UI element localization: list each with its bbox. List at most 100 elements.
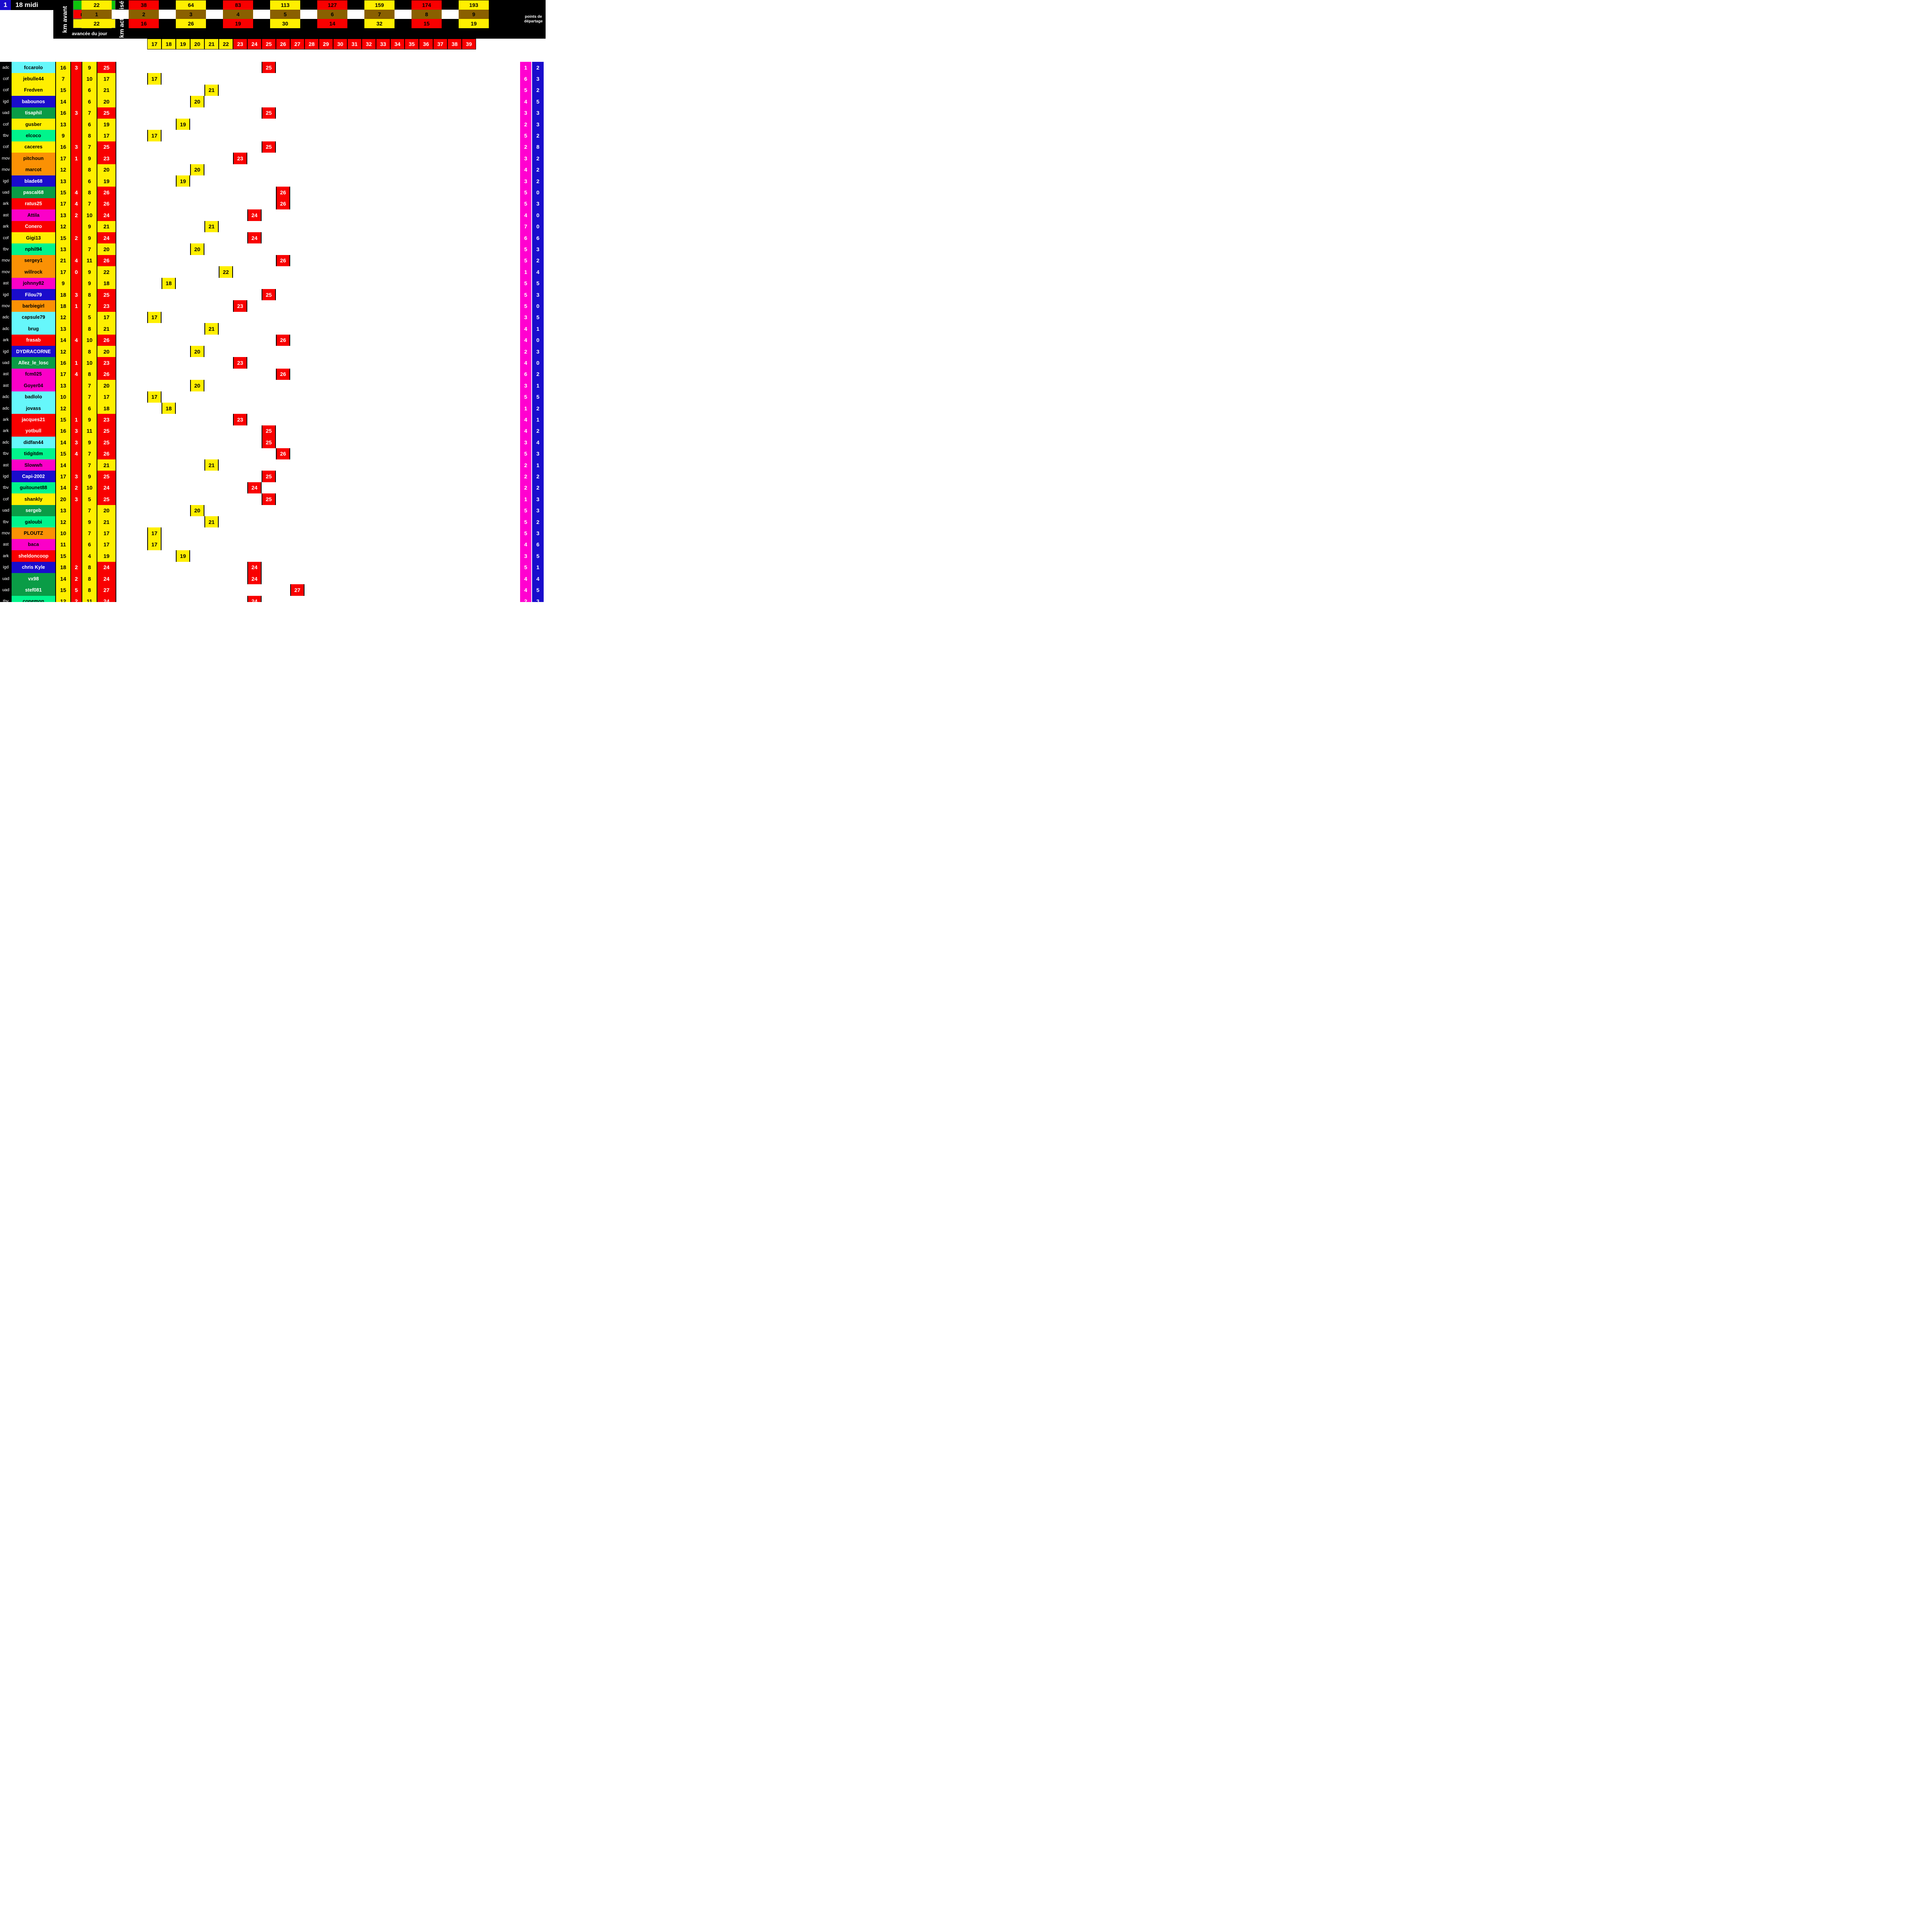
position-marker-DYDRACORNE[interactable]: 20 (190, 346, 204, 357)
position-marker-PLOUTZ[interactable]: 17 (147, 527, 162, 539)
table-row[interactable]: tbv copemon 12 2 11 24 24 2 3 (0, 595, 546, 602)
table-row[interactable]: cof shankly 20 3 5 25 25 1 3 (0, 493, 546, 505)
rider-name-cell[interactable]: yotbull (12, 425, 55, 437)
position-marker-badlolo[interactable]: 17 (147, 391, 162, 403)
rider-name-cell[interactable]: galoubi (12, 516, 55, 528)
scale-cell-17[interactable]: 17 (147, 39, 162, 49)
scale-cell-31[interactable]: 31 (347, 39, 362, 49)
position-marker-ratus25[interactable]: 26 (276, 198, 290, 210)
table-row[interactable]: igd Filou79 18 3 8 25 25 5 3 (0, 289, 546, 301)
rider-name-cell[interactable]: stef081 (12, 584, 55, 596)
rider-name-cell[interactable]: tidgitdm (12, 448, 55, 459)
rider-name-cell[interactable]: copemon (12, 595, 55, 602)
rider-name-cell[interactable]: Goyer04 (12, 380, 55, 391)
position-marker-jovass[interactable]: 18 (162, 403, 176, 414)
rider-name-cell[interactable]: Conero (12, 221, 55, 232)
scale-cell-30[interactable]: 30 (333, 39, 347, 49)
table-row[interactable]: uad tisaphil 16 3 7 25 25 3 3 (0, 107, 546, 119)
position-marker-fccarolo[interactable]: 25 (262, 62, 276, 73)
position-marker-yotbull[interactable]: 25 (262, 425, 276, 437)
scale-cell-29[interactable]: 29 (319, 39, 333, 49)
scale-cell-20[interactable]: 20 (190, 39, 204, 49)
position-marker-sergey1[interactable]: 26 (276, 255, 290, 267)
scale-cell-28[interactable]: 28 (304, 39, 319, 49)
rider-name-cell[interactable]: chris Kyle (12, 561, 55, 573)
rider-name-cell[interactable]: willrock (12, 266, 55, 278)
position-marker-tisaphil[interactable]: 25 (262, 107, 276, 119)
rider-name-cell[interactable]: guitounet88 (12, 482, 55, 494)
table-row[interactable]: cof Gigi13 15 2 9 24 24 6 6 (0, 232, 546, 244)
position-marker-marcot[interactable]: 20 (190, 164, 204, 175)
position-marker-elcoco[interactable]: 17 (147, 130, 162, 141)
rider-name-cell[interactable]: babounos (12, 96, 55, 107)
position-marker-Filou79[interactable]: 25 (262, 289, 276, 301)
rider-name-cell[interactable]: nphil94 (12, 243, 55, 255)
table-row[interactable]: ark frasab 14 4 10 26 26 4 0 (0, 334, 546, 346)
table-row[interactable]: adc fccarolo 16 3 9 25 25 1 2 (0, 62, 546, 73)
rider-name-cell[interactable]: elcoco (12, 130, 55, 141)
rider-name-cell[interactable]: johnny82 (12, 277, 55, 289)
position-marker-capsule79[interactable]: 17 (147, 311, 162, 323)
rider-name-cell[interactable]: sergeb (12, 505, 55, 516)
position-marker-jacques21[interactable]: 23 (233, 414, 247, 425)
position-marker-Fredven[interactable]: 21 (204, 84, 219, 96)
rider-name-cell[interactable]: ratus25 (12, 198, 55, 210)
position-marker-chris Kyle[interactable]: 24 (247, 561, 262, 573)
rider-name-cell[interactable]: pascal68 (12, 187, 55, 198)
position-marker-caceres[interactable]: 25 (262, 141, 276, 153)
rider-name-cell[interactable]: jacques21 (12, 414, 55, 425)
table-row[interactable]: uad vx98 14 2 8 24 24 4 4 (0, 573, 546, 585)
table-row[interactable]: ast Goyer04 13 7 20 20 3 1 (0, 380, 546, 391)
position-marker-johnny82[interactable]: 18 (162, 277, 176, 289)
position-marker-brug[interactable]: 21 (204, 323, 219, 335)
table-row[interactable]: ark sheldoncoop 15 4 19 19 3 5 (0, 550, 546, 562)
rider-name-cell[interactable]: marcot (12, 164, 55, 175)
table-row[interactable]: uad sergeb 13 7 20 20 5 3 (0, 505, 546, 516)
rider-name-cell[interactable]: tisaphil (12, 107, 55, 119)
position-marker-Capi-2002[interactable]: 25 (262, 471, 276, 482)
position-marker-pascal68[interactable]: 26 (276, 187, 290, 198)
rider-name-cell[interactable]: brug (12, 323, 55, 335)
position-marker-vx98[interactable]: 24 (247, 573, 262, 585)
scale-cell-37[interactable]: 37 (433, 39, 447, 49)
scale-cell-19[interactable]: 19 (176, 39, 190, 49)
table-row[interactable]: ast baca 11 6 17 17 4 6 (0, 539, 546, 551)
rider-name-cell[interactable]: frasab (12, 334, 55, 346)
scale-cell-24[interactable]: 24 (247, 39, 262, 49)
scale-cell-26[interactable]: 26 (276, 39, 290, 49)
table-row[interactable]: cof caceres 16 3 7 25 25 2 8 (0, 141, 546, 153)
rider-name-cell[interactable]: PLOUTZ (12, 527, 55, 539)
rider-name-cell[interactable]: capsule79 (12, 311, 55, 323)
rider-name-cell[interactable]: fcm025 (12, 368, 55, 380)
position-marker-copemon[interactable]: 24 (247, 595, 262, 602)
position-marker-sergeb[interactable]: 20 (190, 505, 204, 516)
table-row[interactable]: igd chris Kyle 18 2 8 24 24 5 1 (0, 561, 546, 573)
table-row[interactable]: mov pitchoun 17 1 9 23 23 3 2 (0, 153, 546, 164)
position-marker-shankly[interactable]: 25 (262, 493, 276, 505)
rider-name-cell[interactable]: vx98 (12, 573, 55, 585)
position-marker-tidgitdm[interactable]: 26 (276, 448, 290, 459)
table-row[interactable]: uad Allez_le_losc 16 1 10 23 23 4 0 (0, 357, 546, 369)
table-row[interactable]: adc badlolo 10 7 17 17 5 5 (0, 391, 546, 403)
table-row[interactable]: tbv nphil94 13 7 20 20 5 3 (0, 243, 546, 255)
table-row[interactable]: cof Fredven 15 6 21 21 5 2 (0, 84, 546, 96)
position-marker-stef081[interactable]: 27 (290, 584, 304, 596)
scale-cell-32[interactable]: 32 (362, 39, 376, 49)
position-marker-blade68[interactable]: 19 (176, 175, 190, 187)
rider-name-cell[interactable]: Allez_le_losc (12, 357, 55, 369)
position-marker-Attila[interactable]: 24 (247, 209, 262, 221)
position-marker-Gigi13[interactable]: 24 (247, 232, 262, 244)
rider-name-cell[interactable]: jovass (12, 403, 55, 414)
table-row[interactable]: uad stef081 15 5 8 27 27 4 5 (0, 584, 546, 596)
position-marker-gusber[interactable]: 19 (176, 119, 190, 130)
position-marker-willrock[interactable]: 22 (219, 266, 233, 278)
rider-name-cell[interactable]: sergey1 (12, 255, 55, 267)
rider-name-cell[interactable]: barbiegirl (12, 300, 55, 312)
rider-name-cell[interactable]: Filou79 (12, 289, 55, 301)
rider-name-cell[interactable]: pitchoun (12, 153, 55, 164)
rider-name-cell[interactable]: caceres (12, 141, 55, 153)
table-row[interactable]: ark ratus25 17 4 7 26 26 5 3 (0, 198, 546, 210)
position-marker-barbiegirl[interactable]: 23 (233, 300, 247, 312)
table-row[interactable]: uad pascal68 15 4 8 26 26 5 0 (0, 187, 546, 198)
table-row[interactable]: igd babounos 14 6 20 20 4 5 (0, 96, 546, 107)
